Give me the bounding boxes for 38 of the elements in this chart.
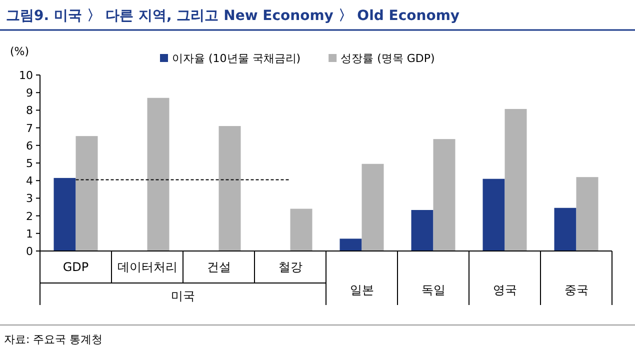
y-axis-title: (%) [10,45,30,58]
x-tick-label: 건설 [206,260,231,274]
bar [147,98,170,251]
bar [554,208,576,251]
bar [340,238,362,251]
x-tick-label: GDP [62,260,89,274]
y-tick-label: 0 [26,245,33,258]
legend-label: 성장률 (명목 GDP) [340,52,435,65]
y-tick-label: 9 [26,86,33,100]
text: 자료: 주요국 통계청 [4,333,103,346]
x-tick-label: 중국 [564,283,588,297]
legend-label: 이자율 (10년물 국채금리) [172,52,301,65]
x-tick-label: 영국 [492,283,517,297]
x-tick-label: 데이터처리 [117,260,178,274]
y-tick-label: 6 [26,139,33,152]
text: 미국 [171,289,195,303]
bar [482,178,505,251]
bar [411,210,434,251]
bar [362,164,384,251]
bar [54,178,76,251]
y-tick-label: 10 [19,69,33,82]
x-tick-label: 독일 [421,283,446,297]
bar [218,126,241,251]
y-tick-label: 5 [26,157,33,170]
chart-title: 그림9. 미국 〉 다른 지역, 그리고 New Economy 〉 Old Economy [6,8,460,24]
y-tick-label: 3 [26,192,33,206]
bar [504,108,527,251]
bar [576,177,598,251]
bar [290,208,312,251]
y-tick-label: 4 [26,174,33,188]
x-tick-label: 철강 [278,260,302,274]
y-tick-label: 2 [26,210,33,223]
x-tick-label: 일본 [350,283,374,297]
y-tick-label: 8 [26,104,33,118]
bar [433,139,456,251]
y-tick-label: 1 [26,227,33,240]
bar [76,136,98,251]
y-tick-label: 7 [26,122,33,135]
